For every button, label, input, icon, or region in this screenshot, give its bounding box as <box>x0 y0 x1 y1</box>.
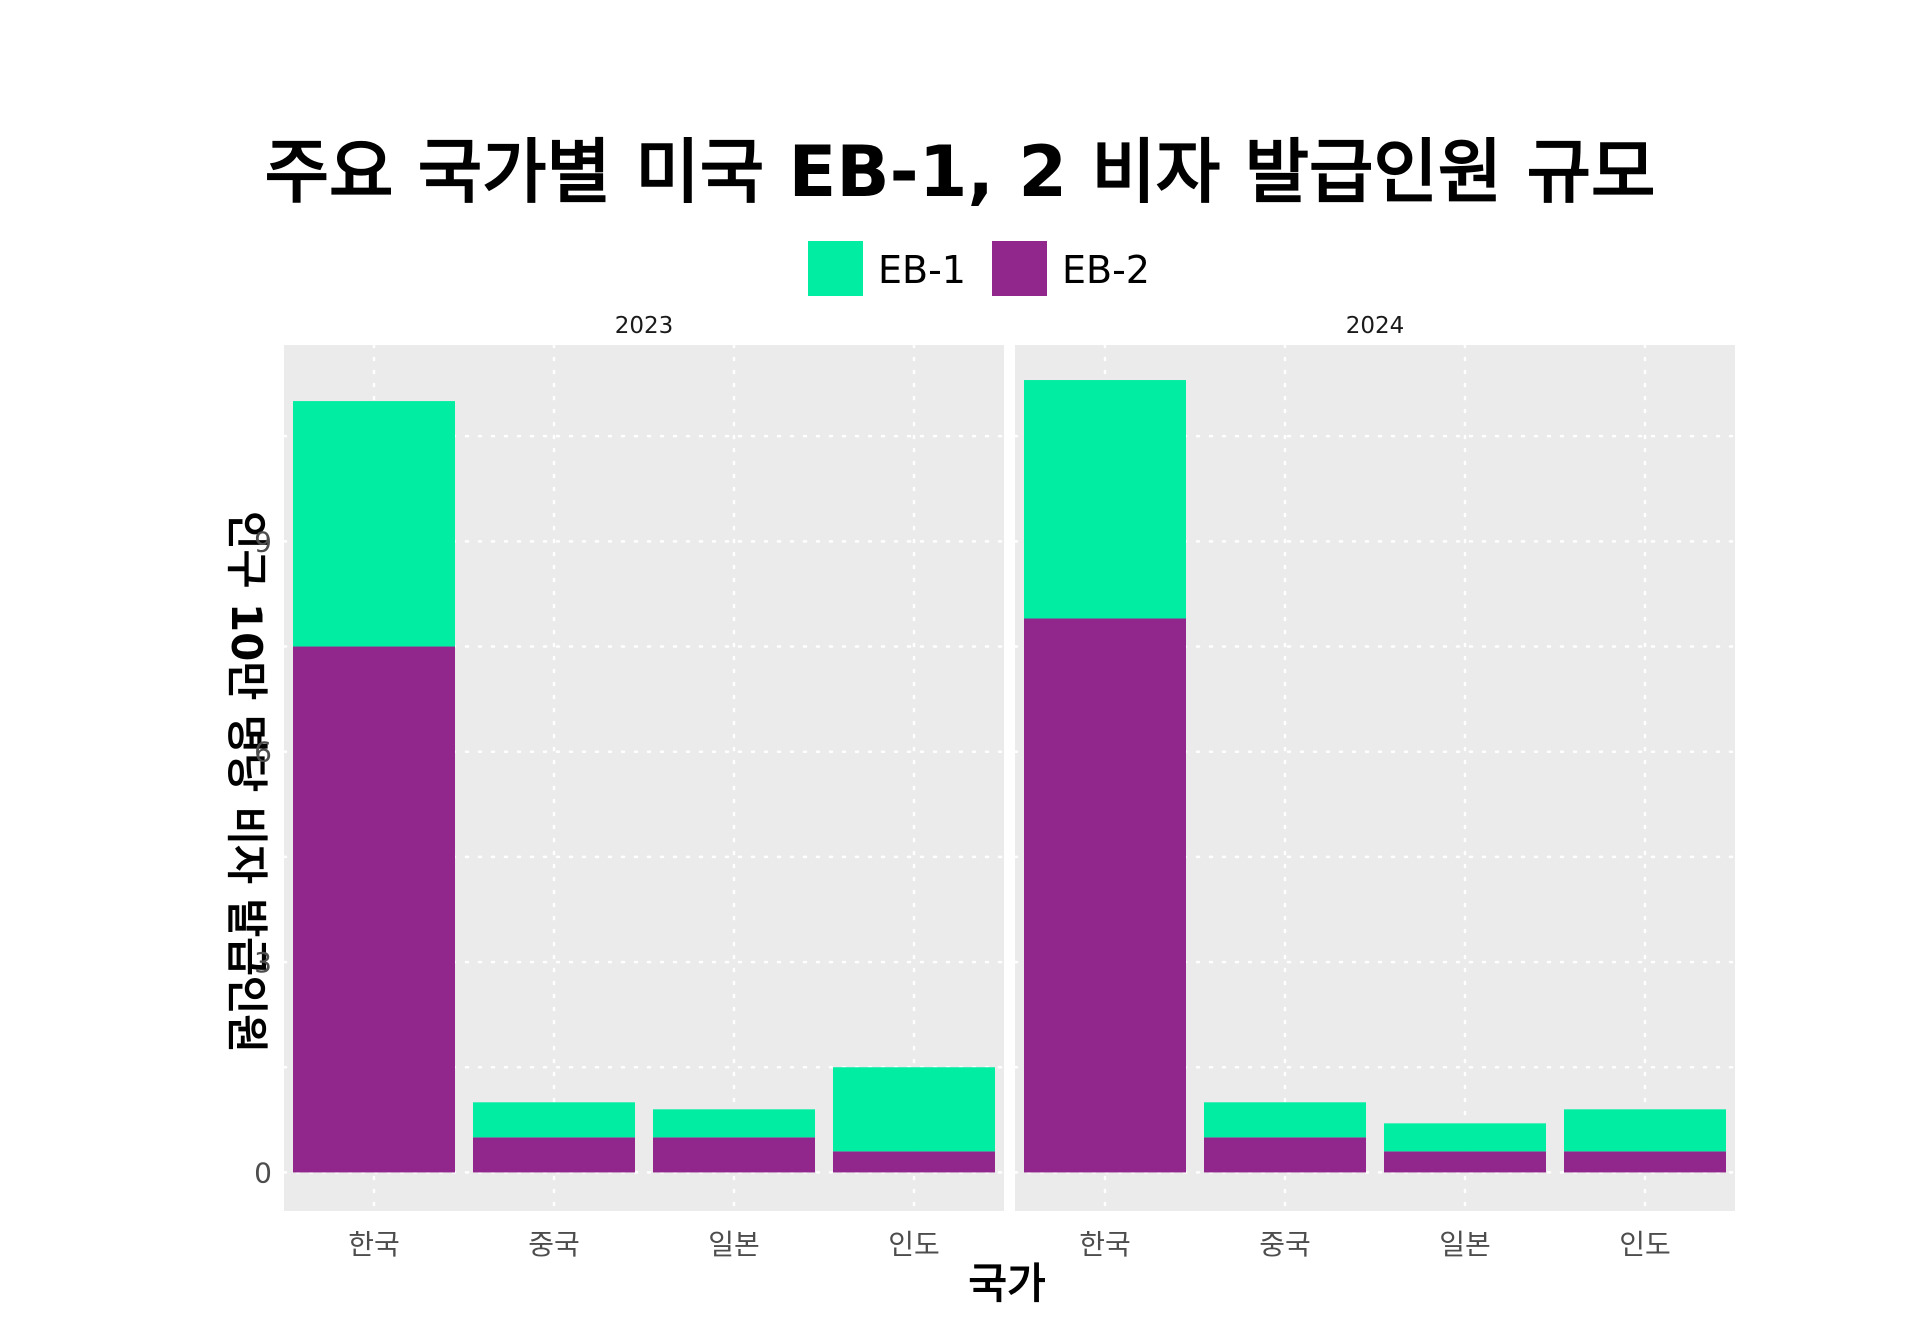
x-tick-label: 중국 <box>1259 1228 1311 1261</box>
y-tick-label: 0 <box>254 1156 272 1189</box>
bar-eb2 <box>833 1151 995 1173</box>
x-tick-label: 일본 <box>1439 1228 1491 1261</box>
x-tick-label: 인도 <box>1619 1228 1671 1261</box>
y-axis-title: 인구 10만 명당 비자 발급인원 <box>222 511 271 1053</box>
y-tick-label: 3 <box>254 946 272 979</box>
x-tick-label: 인도 <box>888 1228 940 1261</box>
legend-label-eb2: EB-2 <box>1062 248 1150 292</box>
bar-eb1 <box>473 1102 635 1138</box>
bar-eb1 <box>1024 380 1186 619</box>
bar-eb2 <box>1564 1151 1726 1173</box>
bar-eb1 <box>833 1067 995 1152</box>
bar-eb2 <box>653 1137 815 1173</box>
legend-swatch-eb1 <box>808 241 863 296</box>
bar-eb1 <box>1564 1109 1726 1152</box>
x-tick-label: 한국 <box>1079 1228 1131 1261</box>
x-tick-label: 한국 <box>348 1228 400 1261</box>
panel-label: 2023 <box>615 313 674 339</box>
x-tick-label: 중국 <box>528 1228 580 1261</box>
bar-eb2 <box>1024 618 1186 1173</box>
bar-eb1 <box>653 1109 815 1138</box>
bar-eb2 <box>1384 1151 1546 1173</box>
plot-area: 0 3 6 9 2023 한국 중국 일본 인도 2024 한국 중국 일본 인도 <box>254 313 1737 1261</box>
legend: EB-1 EB-2 <box>808 241 1150 296</box>
bar-eb2 <box>1204 1137 1366 1173</box>
bar-eb2 <box>293 646 455 1173</box>
y-tick-label: 9 <box>254 525 272 558</box>
panel-label: 2024 <box>1346 313 1405 339</box>
y-tick-label: 6 <box>254 736 272 769</box>
chart-title: 주요 국가별 미국 EB-1, 2 비자 발급인원 규모 <box>265 131 1656 213</box>
x-tick-label: 일본 <box>708 1228 760 1261</box>
bar-eb1 <box>1204 1102 1366 1138</box>
bar-eb1 <box>1384 1123 1546 1152</box>
bar-eb1 <box>293 401 455 647</box>
x-axis-title: 국가 <box>968 1259 1045 1308</box>
bar-eb2 <box>473 1137 635 1173</box>
legend-swatch-eb2 <box>992 241 1047 296</box>
legend-label-eb1: EB-1 <box>878 248 966 292</box>
